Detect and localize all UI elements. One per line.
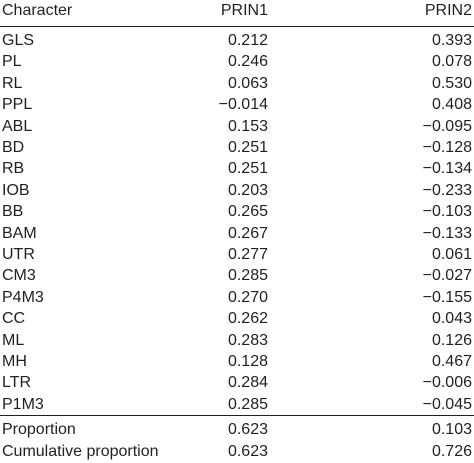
table-row: BB 0.265 −0.103	[0, 201, 474, 223]
prin2-value: −0.103	[422, 203, 472, 221]
prin1-value: 0.267	[227, 224, 268, 242]
prin2-value: −0.155	[422, 288, 472, 306]
table-row: CC 0.262 0.043	[0, 308, 474, 330]
prin1-value: 0.262	[227, 310, 268, 328]
row-label: P4M3	[2, 288, 44, 306]
header-character: Character	[2, 2, 73, 19]
table-row: IOB 0.203 −0.233	[0, 180, 474, 202]
prin2-value: 0.103	[431, 421, 472, 438]
table-row: RL 0.063 0.530	[0, 73, 474, 95]
prin1-value: 0.128	[227, 353, 268, 370]
table-row: P1M3 0.285 −0.045	[0, 394, 474, 416]
table-header-row: Character PRIN1 PRIN2	[0, 0, 474, 22]
row-label: ML	[2, 331, 25, 349]
prin2-value: −0.134	[422, 160, 472, 178]
footer-row: Proportion 0.623 0.103	[0, 419, 474, 441]
prin1-value: 0.283	[227, 331, 268, 349]
table-row: ABL 0.153 −0.095	[0, 116, 474, 138]
row-label: RL	[2, 74, 23, 92]
table-row: PL 0.246 0.078	[0, 51, 474, 73]
row-label: BD	[2, 139, 25, 156]
prin2-value: 0.408	[431, 96, 472, 114]
prin1-value: 0.251	[227, 160, 268, 178]
header-rule	[0, 26, 474, 27]
table-row: PPL −0.014 0.408	[0, 94, 474, 116]
prin2-value: 0.467	[431, 353, 472, 370]
prin2-value: −0.095	[422, 117, 472, 135]
row-label: BAM	[2, 224, 37, 242]
prin2-value: 0.043	[431, 310, 472, 328]
footer-rule	[0, 415, 474, 416]
row-label: CC	[2, 310, 26, 328]
prin2-value: 0.078	[431, 53, 472, 71]
prin1-value: 0.265	[227, 203, 268, 221]
table-row: RB 0.251 −0.134	[0, 158, 474, 180]
table-row: BD 0.251 −0.128	[0, 137, 474, 159]
row-label: P1M3	[2, 395, 44, 413]
prin2-value: −0.006	[422, 374, 472, 392]
prin1-value: 0.285	[227, 267, 268, 285]
prin1-value: 0.063	[227, 74, 268, 92]
prin2-value: −0.233	[422, 181, 472, 199]
footer-label: Cumulative proportion	[2, 442, 159, 460]
table-row: MH 0.128 0.467	[0, 351, 474, 373]
prin2-value: −0.045	[422, 395, 472, 413]
prin1-value: 0.284	[227, 374, 268, 392]
prin2-value: −0.128	[422, 139, 472, 156]
row-label: PL	[2, 53, 22, 71]
row-label: CM3	[2, 267, 36, 285]
prin1-value: 0.212	[227, 32, 268, 49]
row-label: ABL	[2, 117, 33, 135]
row-label: UTR	[2, 246, 35, 263]
prin1-value: 0.623	[227, 421, 268, 438]
table-row: ML 0.283 0.126	[0, 330, 474, 352]
prin1-value: 0.153	[227, 117, 268, 135]
row-label: LTR	[2, 374, 32, 392]
row-label: IOB	[2, 181, 30, 199]
prin2-value: −0.027	[422, 267, 472, 285]
table-row: CM3 0.285 −0.027	[0, 265, 474, 287]
prin1-value: 0.285	[227, 395, 268, 413]
prin1-value: 0.277	[227, 246, 268, 263]
prin1-value: 0.203	[227, 181, 268, 199]
prin2-value: 0.126	[431, 331, 472, 349]
table-row: BAM 0.267 −0.133	[0, 223, 474, 245]
prin2-value: −0.133	[422, 224, 472, 242]
prin1-value: 0.623	[227, 442, 268, 460]
prin1-value: 0.251	[227, 139, 268, 156]
table-row: LTR 0.284 −0.006	[0, 372, 474, 394]
footer-row: Cumulative proportion 0.623 0.726	[0, 441, 474, 463]
prin2-value: 0.726	[431, 442, 472, 460]
prin2-value: 0.061	[431, 246, 472, 263]
row-label: RB	[2, 160, 25, 178]
row-label: PPL	[2, 96, 33, 114]
prin2-value: 0.393	[431, 32, 472, 49]
prin1-value: −0.014	[218, 96, 268, 114]
header-prin2: PRIN2	[424, 2, 472, 19]
prin1-value: 0.246	[227, 53, 268, 71]
row-label: GLS	[2, 32, 35, 49]
prin2-value: 0.530	[431, 74, 472, 92]
table-row: UTR 0.277 0.061	[0, 244, 474, 266]
footer-label: Proportion	[2, 421, 76, 438]
row-label: MH	[2, 353, 27, 370]
row-label: BB	[2, 203, 24, 221]
prin1-value: 0.270	[227, 288, 268, 306]
table-row: GLS 0.212 0.393	[0, 30, 474, 52]
table-row: P4M3 0.270 −0.155	[0, 287, 474, 309]
header-prin1: PRIN1	[220, 2, 268, 19]
